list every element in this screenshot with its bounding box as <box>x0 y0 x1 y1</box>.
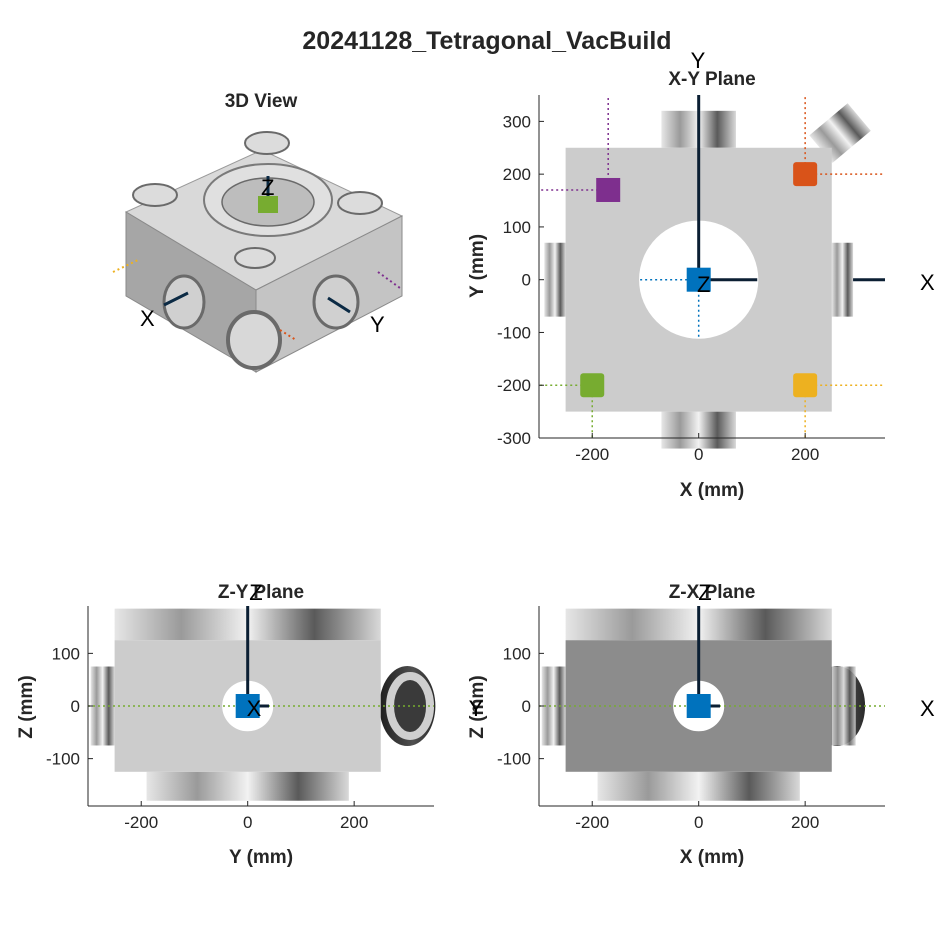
plane-zy-axes: -200 0 200 -100 0 100 <box>46 606 434 832</box>
plane-zx-xtick-label: -200 <box>575 813 609 832</box>
plane-xy-marks <box>580 162 818 398</box>
plane-zx-flange-right <box>831 666 856 746</box>
plane-zx-flange-bottom <box>597 771 800 801</box>
plane-xy-xtick-label: 200 <box>791 445 819 464</box>
plane-xy-ylabel: Y (mm) <box>467 234 488 298</box>
plane-zx-marks <box>686 694 711 718</box>
plane-xy-axis-letter-x: X <box>920 270 935 295</box>
guide-3d-orange <box>279 329 297 341</box>
plane-zy-decor <box>88 606 436 801</box>
plane-zx-xtick-label: 200 <box>791 813 819 832</box>
plane-xy-marker-purple <box>596 177 621 202</box>
axis-letter-3d-y: Y <box>370 312 385 337</box>
plane-zx-ytick-label: -100 <box>497 750 531 769</box>
plane-xy-xlabel: X (mm) <box>680 480 744 501</box>
plane-zy-marks <box>235 694 260 718</box>
plane-zy-xtick-label: 200 <box>340 813 368 832</box>
plane-zx-xtick-label: 0 <box>694 813 703 832</box>
view-3d-title: 3D View <box>225 91 298 112</box>
plane-xy-axis-letter-z: Z <box>697 272 710 297</box>
plane-xy: -200 0 200 -300 -200 -100 0 100 200 300 X-Y Plane… <box>467 48 935 501</box>
plane-zy: -200 0 200 -100 0 100 Z-Y Plane Y (mm) Z (mm)… <box>16 580 436 868</box>
plane-zx-ytick-label: 100 <box>503 644 531 663</box>
plane-xy-marker-blue <box>686 267 711 292</box>
plane-zy-flange-left <box>90 666 115 746</box>
axis-3d-x <box>163 291 189 307</box>
flange-bottom <box>661 411 736 449</box>
marker-3d <box>258 196 278 213</box>
side-port-left <box>162 274 206 330</box>
axis-3d-y <box>327 296 351 314</box>
figure-title: 20241128_Tetragonal_VacBuild <box>302 27 671 55</box>
plane-xy-ytick-label: 100 <box>503 218 531 237</box>
plane-zx-axes: -200 0 200 -100 0 100 <box>497 606 885 832</box>
plane-zx-ylabel: Z (mm) <box>467 675 488 738</box>
plane-zx-ytick-label: 0 <box>522 697 531 716</box>
plane-zy-cone-rim <box>386 672 435 740</box>
plane-zx-flange-left <box>541 666 566 746</box>
plane-xy-marker-green <box>580 373 605 398</box>
plane-xy-axis-letter-y: Y <box>691 48 706 73</box>
plane-zx-marker-blue <box>686 694 711 718</box>
plane-zy-xtick-label: -200 <box>124 813 158 832</box>
flange-right <box>831 242 854 317</box>
axis-letter-3d-z: Z <box>261 175 274 200</box>
plane-zy-xtick-label: 0 <box>243 813 252 832</box>
plane-zx-axis-letter-y: Y <box>469 696 484 721</box>
plane-zy-axis-letter-x: X <box>247 696 262 721</box>
plane-zy-ylabel: Z (mm) <box>16 675 37 738</box>
flange-left <box>544 242 566 317</box>
plane-zy-ytick-label: 0 <box>71 697 80 716</box>
plane-zx-axis-letter-x: X <box>920 696 935 721</box>
plane-xy-ytick-label: 200 <box>503 165 531 184</box>
view-3d: 3D View X Y Z <box>112 91 404 373</box>
front-port <box>226 310 282 370</box>
plane-zx-xlabel: X (mm) <box>680 847 744 868</box>
plane-xy-marker-orange <box>793 162 818 187</box>
plane-xy-ytick-label: -200 <box>497 376 531 395</box>
plane-xy-ytick-label: 300 <box>503 112 531 131</box>
plane-zx-decor <box>539 606 885 801</box>
plane-xy-xtick-label: 0 <box>694 445 703 464</box>
plane-zx: -200 0 200 -100 0 100 Z-X Plane X (mm) Z (mm)… <box>467 580 935 868</box>
top-port-back <box>244 131 290 155</box>
top-port-right <box>337 191 383 215</box>
plane-zx-axis-letter-z: Z <box>698 580 711 605</box>
top-port-left <box>132 183 178 207</box>
plane-zy-ytick-label: 100 <box>52 644 80 663</box>
plane-xy-xtick-label: -200 <box>575 445 609 464</box>
top-port-front <box>234 247 276 269</box>
axis-letter-3d-x: X <box>140 306 155 331</box>
plane-xy-axes: -200 0 200 -300 -200 -100 0 100 200 300 <box>497 95 885 464</box>
plane-zy-xlabel: Y (mm) <box>229 847 293 868</box>
plane-xy-ytick-label: -300 <box>497 429 531 448</box>
plane-xy-ytick-label: 0 <box>522 271 531 290</box>
plane-zx-title: Z-X Plane <box>669 582 756 603</box>
plane-zy-marker-blue <box>235 694 260 718</box>
plane-zy-ytick-label: -100 <box>46 750 80 769</box>
plane-zy-axis-letter-z: Z <box>249 580 262 605</box>
plane-xy-title: X-Y Plane <box>668 69 755 90</box>
plane-xy-marker-yellow <box>793 373 818 398</box>
plane-zy-title: Z-Y Plane <box>218 582 304 603</box>
plane-xy-ytick-label: -100 <box>497 323 531 342</box>
plane-zy-flange-bottom <box>146 771 349 801</box>
